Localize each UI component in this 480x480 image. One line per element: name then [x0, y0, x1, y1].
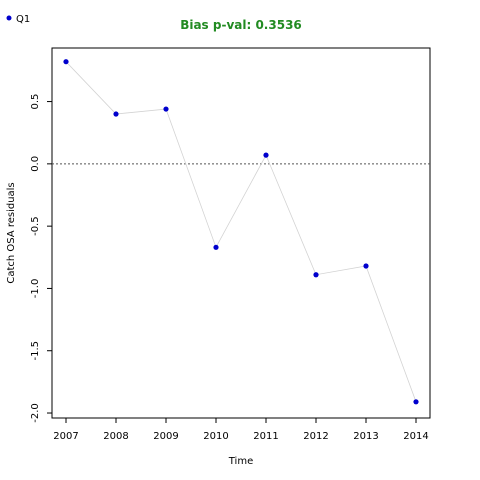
data-point — [163, 106, 169, 112]
data-point — [113, 111, 119, 117]
legend: Q1 — [6, 14, 30, 25]
x-axis-label: Time — [228, 456, 253, 467]
data-points — [63, 59, 419, 405]
x-tick-label: 2010 — [203, 431, 228, 442]
y-tick-label: -1.0 — [30, 279, 41, 299]
data-point — [313, 272, 319, 278]
data-point — [213, 244, 219, 250]
chart-title: Bias p-val: 0.3536 — [180, 18, 302, 32]
series-line-q1 — [65, 61, 417, 402]
y-tick-label: -0.5 — [30, 216, 41, 236]
data-point — [63, 59, 69, 65]
data-point — [263, 152, 269, 158]
legend-marker-q1 — [6, 15, 12, 21]
x-axis: 2007 2008 2009 2010 2011 2012 2013 2014 — [53, 418, 429, 442]
y-tick-label: 0.0 — [30, 156, 41, 172]
data-point — [413, 399, 419, 405]
x-tick-label: 2007 — [53, 431, 78, 442]
y-tick-label: 0.5 — [30, 94, 41, 110]
x-tick-label: 2011 — [253, 431, 278, 442]
y-tick-label: -2.0 — [30, 403, 41, 423]
x-tick-label: 2008 — [103, 431, 128, 442]
x-tick-label: 2009 — [153, 431, 178, 442]
data-point — [363, 263, 369, 269]
plot-frame — [51, 47, 431, 419]
y-axis-label: Catch OSA residuals — [6, 182, 17, 283]
y-axis: -2.0 -1.5 -1.0 -0.5 0.0 0.5 — [30, 94, 52, 423]
x-tick-label: 2014 — [403, 431, 428, 442]
legend-label-q1: Q1 — [16, 14, 30, 25]
y-tick-label: -1.5 — [30, 341, 41, 361]
x-tick-label: 2013 — [353, 431, 378, 442]
x-tick-label: 2012 — [303, 431, 328, 442]
